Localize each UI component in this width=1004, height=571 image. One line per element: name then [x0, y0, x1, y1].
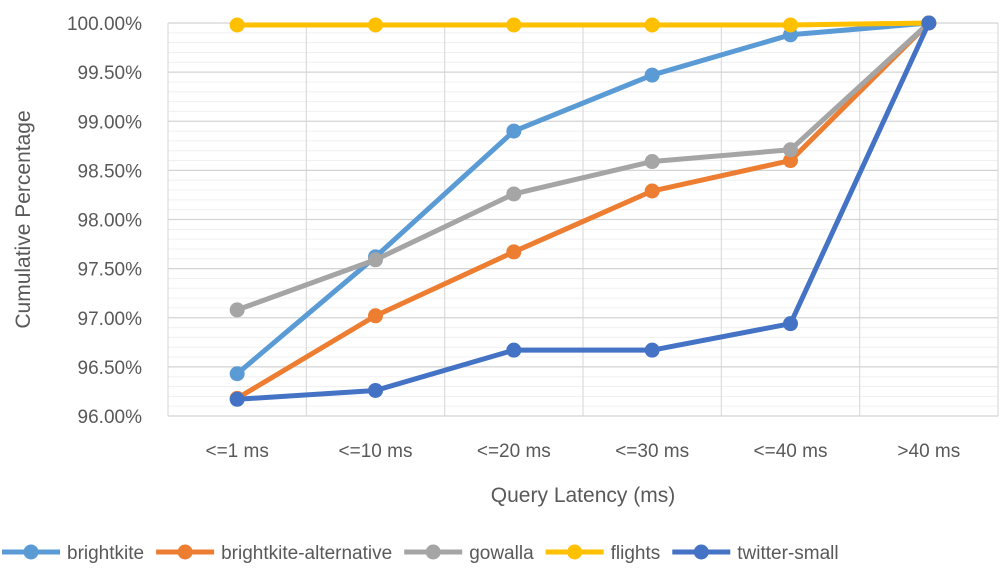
legend-swatch-marker: [23, 544, 39, 560]
x-tick-label: <=20 ms: [477, 441, 551, 462]
legend: brightkite brightkite-alternative gowalla f…: [2, 543, 839, 564]
data-point: [506, 342, 522, 358]
x-axis-ticks: <=1 ms <=10 ms <=20 ms <=30 ms <=40 ms >40 ms: [205, 441, 960, 462]
data-point: [783, 153, 798, 169]
legend-item: twitter-small: [672, 543, 839, 564]
legend-swatch-marker: [425, 544, 441, 560]
y-tick-label: 98.50%: [78, 161, 143, 182]
data-point: [506, 186, 522, 202]
series-lines: [229, 15, 937, 407]
legend-label: gowalla: [469, 543, 534, 564]
legend-label: brightkite-alternative: [221, 543, 392, 564]
y-tick-label: 98.00%: [78, 211, 143, 232]
x-tick-label: <=30 ms: [615, 441, 689, 462]
y-tick-label: 96.00%: [78, 407, 143, 428]
data-point: [229, 391, 245, 407]
series-line: [234, 20, 932, 377]
x-tick-label: >40 ms: [897, 441, 960, 462]
y-tick-label: 100.00%: [67, 14, 142, 35]
y-tick-label: 96.50%: [78, 358, 143, 379]
data-point: [783, 17, 798, 33]
data-point: [229, 366, 245, 382]
x-axis-title: Query Latency (ms): [491, 484, 675, 507]
data-point: [368, 308, 383, 324]
legend-item: gowalla: [404, 543, 534, 564]
data-point: [506, 244, 522, 260]
data-point: [921, 15, 937, 31]
legend-label: brightkite: [67, 543, 144, 564]
data-point: [644, 17, 660, 33]
legend-label: flights: [611, 543, 661, 564]
legend-swatch-marker: [177, 544, 193, 560]
legend-item: brightkite: [2, 543, 144, 564]
series-line: [234, 20, 932, 402]
x-tick-label: <=10 ms: [339, 441, 413, 462]
series-line: [234, 20, 932, 28]
x-tick-label: <=40 ms: [754, 441, 828, 462]
series-line: [234, 20, 932, 401]
data-point: [368, 382, 383, 398]
y-tick-label: 97.50%: [78, 260, 143, 281]
data-point: [644, 154, 660, 170]
data-point: [506, 123, 522, 139]
series-gowalla: [229, 15, 937, 318]
data-point: [368, 17, 383, 33]
legend-swatch-marker: [567, 544, 583, 560]
legend-item: flights: [545, 543, 661, 564]
data-point: [506, 17, 522, 33]
data-point: [644, 342, 660, 358]
data-point: [644, 67, 660, 83]
y-tick-label: 99.50%: [78, 63, 143, 84]
legend-label: twitter-small: [737, 543, 838, 564]
data-point: [783, 142, 798, 158]
x-tick-label: <=1 ms: [205, 441, 268, 462]
series-twitter-small: [229, 15, 937, 407]
legend-swatch-marker: [693, 544, 709, 560]
legend-item: brightkite-alternative: [156, 543, 392, 564]
y-tick-label: 97.00%: [78, 309, 143, 330]
data-point: [368, 252, 383, 268]
data-point: [229, 17, 245, 33]
y-axis-ticks: 96.00% 96.50% 97.00% 97.50% 98.00% 98.50% 99.0…: [67, 14, 142, 428]
data-point: [783, 316, 798, 332]
y-axis-title: Cumulative Percentage: [12, 110, 35, 328]
y-tick-label: 99.00%: [78, 112, 143, 133]
series-line: [234, 20, 932, 313]
data-point: [644, 183, 660, 199]
data-point: [229, 302, 245, 318]
